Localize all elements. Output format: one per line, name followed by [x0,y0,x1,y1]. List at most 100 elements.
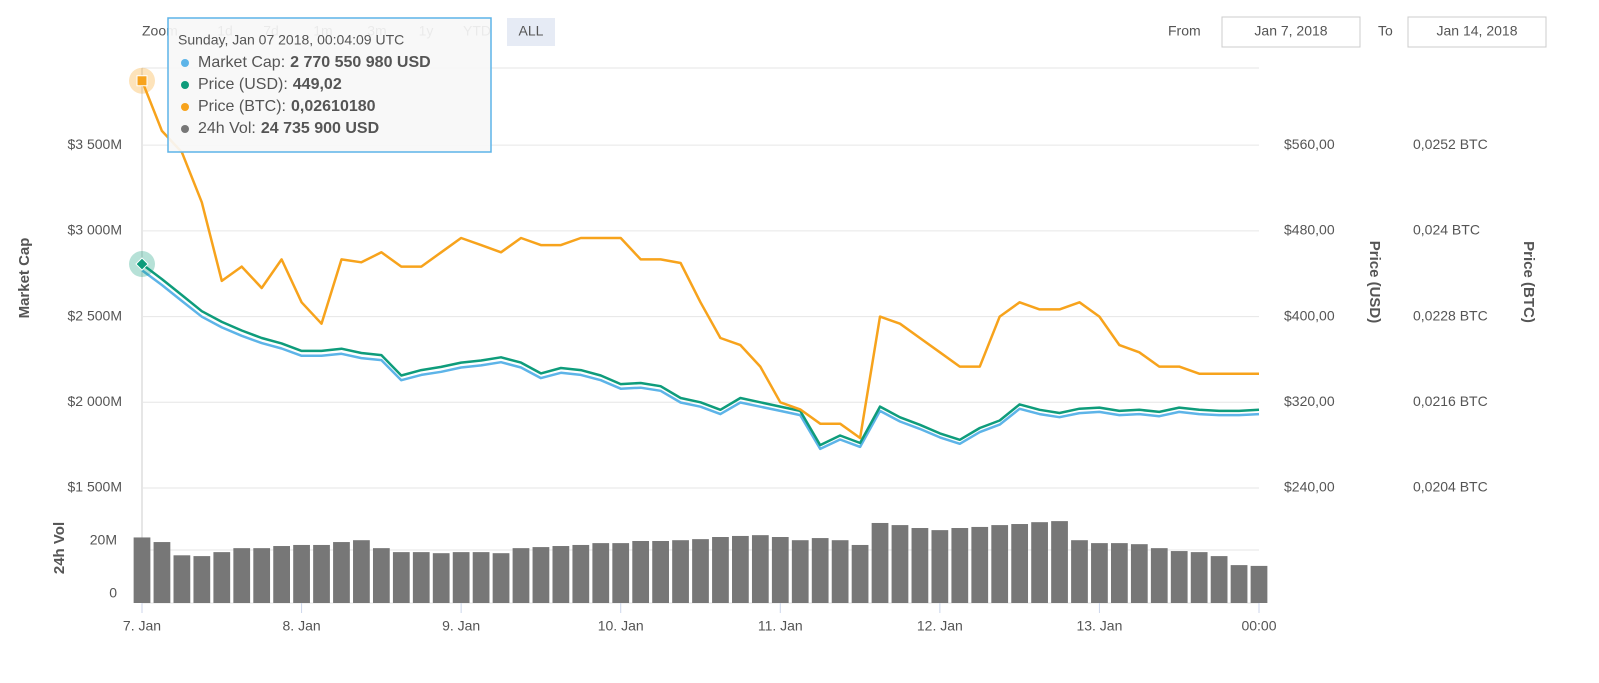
tooltip-value: 24 735 900 USD [261,120,379,137]
y2-tick-label: $400,00 [1284,307,1335,323]
y-tick-label: $2 000M [68,393,122,409]
to-value[interactable]: Jan 14, 2018 [1437,23,1518,39]
volume-bar [592,543,610,603]
zoom-button-bg[interactable] [507,18,555,46]
y-tick-label: $2 500M [68,307,122,323]
tooltip-value: 449,02 [293,76,342,93]
volume-bar [751,535,769,603]
axis-title: 24h Vol [51,522,68,574]
volume-bar [692,539,709,603]
y3-tick-label: 0,0228 BTC [1413,307,1488,323]
y2-tick-label: $240,00 [1284,479,1335,495]
y3-tick-label: 0,024 BTC [1413,222,1480,238]
volume-bar [1130,544,1148,603]
hover-marker [135,257,149,271]
y4-tick-label: 20M [90,532,117,548]
volume-bar [991,525,1009,603]
tooltip-dot [181,125,189,133]
series-line [141,263,1260,447]
volume-bar [472,552,490,603]
volume-bar [372,548,390,603]
tooltip: Sunday, Jan 07 2018, 00:04:09 UTC Market … [167,17,492,153]
volume-bar [1150,548,1168,603]
volume-bar [313,544,330,603]
volume-bar [712,537,729,603]
tooltip-label: 24h Vol: [198,120,256,137]
x-tick-label: 13. Jan [1076,618,1122,634]
tooltip-dot [181,59,189,67]
axis-title: Market Cap [16,238,33,319]
volume-bar [512,548,530,603]
volume-bar [1230,565,1248,603]
volume-bar [552,546,570,603]
y-tick-label: $3 000M [68,222,122,238]
from-value[interactable]: Jan 7, 2018 [1254,23,1327,39]
volume-bar [1190,552,1208,603]
tooltip-label: Price (USD): [198,76,288,93]
volume-bar [173,555,191,603]
volume-bar [1071,540,1088,603]
y4-tick-label: 0 [109,585,117,601]
volume-bar [771,537,789,603]
x-tick-label: 11. Jan [758,618,803,634]
volume-bar [1110,543,1128,603]
volume-bar [911,528,929,603]
volume-bar [672,540,689,603]
volume-bar [333,542,350,603]
x-tick-label: 7. Jan [123,618,161,634]
volume-bar [273,546,291,603]
y-tick-label: $3 500M [68,136,122,152]
tooltip-dot [181,103,189,111]
x-tick-label: 00:00 [1241,618,1276,634]
tooltip-value: 0,02610180 [291,98,376,115]
tooltip-label: Market Cap: [198,54,285,71]
y2-tick-label: $480,00 [1284,222,1335,238]
y3-tick-label: 0,0216 BTC [1413,393,1488,409]
volume-bar [831,540,849,603]
x-tick-label: 10. Jan [598,618,644,634]
volume-bar [871,522,889,603]
volume-bar [412,552,430,603]
volume-bar [1170,551,1188,603]
y-tick-label: $1 500M [68,479,122,495]
volume-bar [492,553,510,603]
volume-bar [233,548,251,603]
volume-bar [153,542,171,603]
y3-tick-label: 0,0204 BTC [1413,479,1488,495]
x-tick-label: 12. Jan [917,618,963,634]
x-tick-label: 8. Jan [283,618,321,634]
zoom-button[interactable]: ALL [519,23,544,39]
tooltip-value: 2 770 550 980 USD [290,54,431,71]
tooltip-box [167,17,492,153]
volume-bar [193,556,211,603]
volume-bar [432,553,450,603]
volume-bar [811,538,829,603]
volume-bar [253,548,271,603]
series-line [140,80,1259,440]
volume-bar [392,552,410,603]
volume-bar [891,525,909,603]
volume-bar [572,544,590,603]
y2-tick-label: $560,00 [1284,136,1335,152]
volume-bar [452,552,470,603]
volume-bar [652,540,669,603]
hover-marker [136,75,148,87]
tooltip-dot [181,81,189,89]
volume-bar [851,544,869,603]
to-label: To [1378,23,1393,39]
tooltip-label: Price (BTC): [198,98,286,115]
volume-bar [1031,522,1048,603]
to-input[interactable] [1407,16,1547,48]
volume-bar [1051,521,1068,603]
axis-title: Price (USD) [1366,241,1383,324]
volume-bar [1210,556,1228,603]
from-input[interactable] [1221,16,1361,48]
volume-bar [732,535,749,603]
volume-bar [133,537,151,603]
volume-bar [1091,543,1108,603]
tooltip-title: Sunday, Jan 07 2018, 00:04:09 UTC [178,32,404,48]
volume-bar [353,540,370,603]
volume-bar [971,526,989,603]
volume-bar [951,528,969,603]
series-line [141,269,1260,451]
